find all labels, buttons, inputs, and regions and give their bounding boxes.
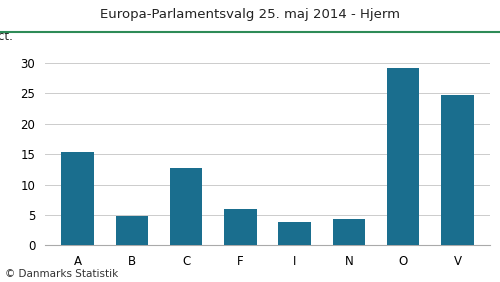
Text: Europa-Parlamentsvalg 25. maj 2014 - Hjerm: Europa-Parlamentsvalg 25. maj 2014 - Hje… — [100, 8, 400, 21]
Bar — [441, 95, 474, 245]
Bar — [332, 219, 365, 245]
Text: © Danmarks Statistik: © Danmarks Statistik — [5, 269, 118, 279]
Bar — [387, 69, 420, 245]
Bar — [278, 222, 311, 245]
Bar — [170, 168, 202, 245]
Bar — [224, 209, 256, 245]
Text: Pct.: Pct. — [0, 30, 14, 43]
Bar — [116, 216, 148, 245]
Bar — [62, 152, 94, 245]
